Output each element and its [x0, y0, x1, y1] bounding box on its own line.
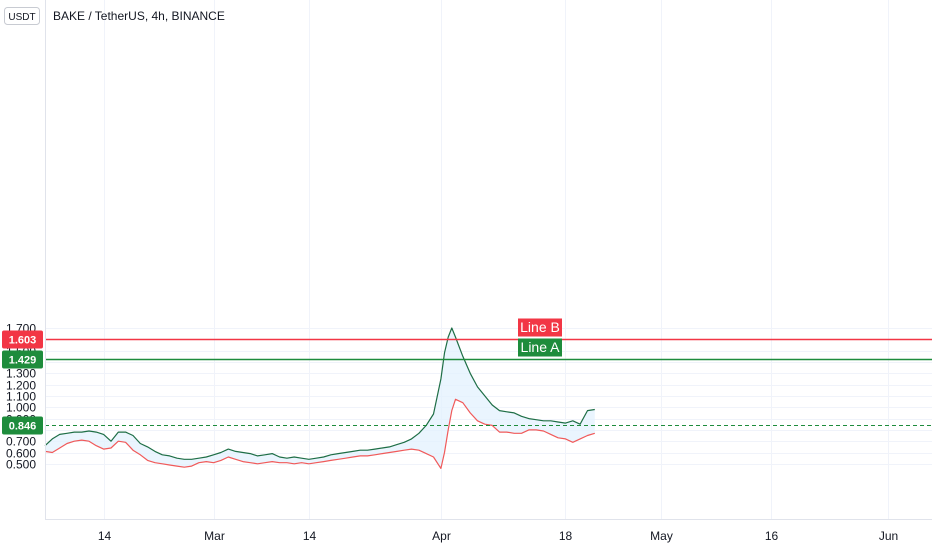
y-tick-label: 1.300	[6, 367, 36, 381]
x-tick-label: May	[650, 529, 673, 543]
chart-title: BAKE / TetherUS, 4h, BINANCE	[53, 9, 225, 23]
line-label: Line A	[521, 339, 561, 355]
y-tick-label: 0.500	[6, 458, 36, 472]
series-lines	[44, 327, 595, 469]
x-tick-label: Jun	[879, 529, 898, 543]
x-tick-label: 14	[98, 529, 112, 543]
x-tick-label: Mar	[204, 529, 225, 543]
unit-badge-label: USDT	[8, 12, 35, 23]
y-tick-label: 0.700	[6, 435, 36, 449]
y-tick-label: 0.600	[6, 447, 36, 461]
x-tick-label: Apr	[432, 529, 451, 543]
price-badge-label: 1.603	[9, 335, 37, 347]
price-badge-label: 0.846	[9, 421, 37, 433]
x-tick-label: 18	[559, 529, 573, 543]
band-fill	[45, 328, 595, 469]
band-fill-area	[45, 328, 595, 469]
chart-grid	[45, 0, 932, 519]
line-label-background	[518, 318, 562, 337]
unit-badge-frame	[4, 7, 40, 25]
y-tick-label: 1.000	[6, 401, 36, 415]
upper-series-line	[44, 327, 595, 460]
unit-badge[interactable]: USDT	[4, 7, 40, 25]
line-label: Line B	[520, 319, 560, 335]
time-axis[interactable]: 14 Mar 14 Apr 18 May 16 Jun	[98, 529, 898, 543]
price-badges: 1.603 1.429 0.846	[2, 330, 43, 435]
line-label-background	[518, 338, 562, 357]
x-tick-label: 14	[303, 529, 317, 543]
price-badge	[2, 330, 43, 349]
price-badge	[2, 350, 43, 369]
lower-series-line	[44, 398, 595, 469]
y-tick-label: 1.100	[6, 390, 36, 404]
y-tick-label: 1.200	[6, 379, 36, 393]
horizontal-lines[interactable]: Line B Line A	[45, 318, 932, 426]
price-badge	[2, 416, 43, 435]
x-tick-label: 16	[765, 529, 779, 543]
price-badge-label: 1.429	[9, 355, 37, 367]
